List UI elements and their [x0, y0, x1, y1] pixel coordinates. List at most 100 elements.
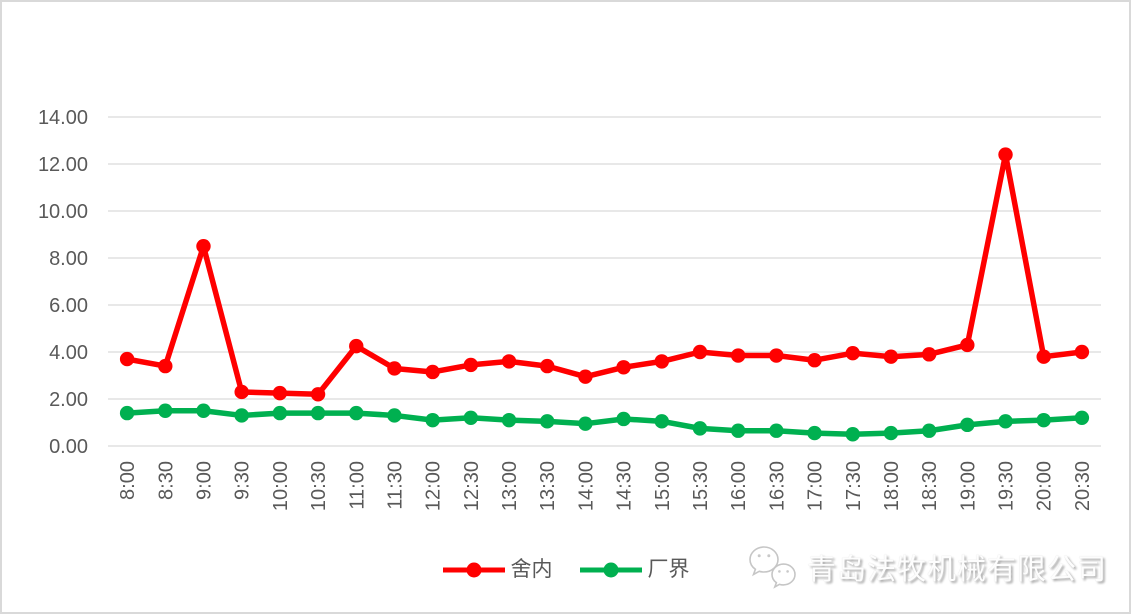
data-point: [1074, 410, 1090, 425]
wechat-icon: [749, 546, 796, 589]
data-point: [654, 414, 669, 429]
data-point: [310, 405, 326, 421]
data-point: [234, 408, 249, 423]
x-axis-tick-labels: 8:00 8:30 9:00 9:30 10:00 10:30 11:00 11:30 12:0…: [117, 461, 1094, 511]
data-point: [769, 348, 784, 363]
x-tick-label: 18:30: [919, 461, 941, 511]
legend-item-changjie: 厂界: [579, 559, 690, 580]
y-tick-label: 8.00: [49, 248, 88, 270]
legend-line-marker-green-icon: [579, 562, 642, 577]
data-point: [387, 408, 402, 423]
x-tick-label: 20:00: [1034, 461, 1056, 511]
x-tick-label: 15:00: [652, 461, 674, 511]
data-point: [349, 405, 364, 421]
data-point: [540, 358, 555, 374]
x-tick-label: 10:30: [308, 461, 330, 511]
data-point: [1036, 349, 1051, 364]
series-line-0: [124, 151, 1085, 398]
legend-line-marker-red-icon: [442, 562, 505, 577]
x-tick-label: 19:00: [957, 461, 979, 511]
data-point: [807, 353, 822, 368]
legend-label-shenei: 舍内: [510, 558, 553, 581]
data-point: [730, 348, 746, 363]
x-tick-label: 12:30: [461, 461, 483, 511]
gridlines: [108, 116, 1101, 447]
y-tick-label: 0.00: [49, 436, 88, 458]
data-point: [234, 384, 249, 400]
x-tick-label: 15:30: [690, 461, 712, 511]
data-point: [387, 361, 402, 376]
data-point: [119, 351, 135, 367]
series-0: [119, 147, 1090, 402]
legend-item-shenei: 舍内: [442, 559, 553, 580]
x-tick-label: 13:00: [499, 461, 521, 511]
data-point: [921, 347, 937, 362]
data-point: [501, 354, 517, 369]
data-point: [119, 405, 135, 421]
data-point: [196, 403, 211, 418]
x-tick-label: 16:30: [766, 461, 788, 511]
data-point: [883, 425, 899, 441]
x-tick-label: 19:30: [996, 461, 1018, 511]
data-point: [883, 349, 899, 364]
data-point: [769, 423, 784, 438]
x-tick-label: 11:30: [384, 461, 406, 510]
data-point: [807, 425, 822, 441]
data-point: [463, 410, 479, 425]
data-point: [196, 239, 211, 254]
x-tick-label: 14:30: [614, 461, 636, 511]
series-line-1: [124, 408, 1085, 437]
x-tick-label: 9:00: [193, 461, 215, 500]
data-point: [616, 411, 631, 427]
data-point: [960, 417, 975, 433]
y-tick-label: 10.00: [38, 201, 88, 223]
data-point: [425, 364, 440, 380]
x-tick-label: 17:30: [843, 461, 865, 511]
x-tick-label: 18:00: [881, 461, 903, 511]
x-tick-label: 17:00: [805, 461, 827, 511]
y-tick-label: 14.00: [38, 107, 88, 129]
data-point: [310, 387, 326, 402]
data-point: [845, 427, 860, 442]
x-tick-label: 16:00: [728, 461, 750, 511]
x-tick-label: 9:30: [232, 461, 254, 500]
data-point: [616, 360, 631, 375]
data-point: [960, 337, 975, 353]
x-tick-label: 8:00: [117, 461, 139, 500]
x-tick-label: 14:00: [575, 461, 597, 511]
data-point: [578, 369, 593, 384]
watermark: 青岛法牧机械有限公司: [748, 545, 1107, 589]
y-tick-label: 6.00: [49, 295, 88, 317]
y-tick-label: 12.00: [38, 154, 88, 176]
data-point: [501, 412, 517, 428]
data-point: [272, 385, 288, 401]
y-axis-tick-labels: 0.00 2.00 4.00 6.00 8.00 10.00 12.00 14.00: [38, 107, 88, 458]
data-point: [349, 338, 364, 354]
watermark-text: 青岛法牧机械有限公司: [806, 554, 1107, 586]
x-tick-label: 20:30: [1072, 461, 1094, 511]
y-tick-label: 2.00: [49, 389, 88, 411]
x-tick-label: 8:30: [155, 461, 177, 500]
data-point: [1074, 344, 1090, 360]
chart-legend: 舍内 厂界: [2, 559, 1129, 580]
data-point: [578, 416, 593, 431]
data-point: [730, 423, 746, 438]
data-point: [272, 405, 288, 421]
x-tick-label: 11:00: [346, 461, 368, 510]
data-point: [654, 354, 669, 369]
legend-label-changjie: 厂界: [647, 558, 690, 581]
y-tick-label: 4.00: [49, 342, 88, 364]
series-1: [119, 403, 1090, 442]
data-point: [540, 414, 555, 429]
x-tick-label: 12:00: [423, 461, 445, 511]
data-point: [158, 358, 173, 374]
x-tick-label: 13:30: [537, 461, 559, 511]
data-point: [425, 412, 440, 428]
data-point: [692, 344, 708, 360]
data-point: [845, 345, 860, 361]
data-point: [998, 414, 1013, 429]
data-point: [692, 421, 708, 436]
data-point: [921, 423, 937, 438]
